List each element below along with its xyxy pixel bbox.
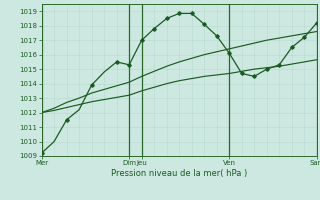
X-axis label: Pression niveau de la mer( hPa ): Pression niveau de la mer( hPa )	[111, 169, 247, 178]
